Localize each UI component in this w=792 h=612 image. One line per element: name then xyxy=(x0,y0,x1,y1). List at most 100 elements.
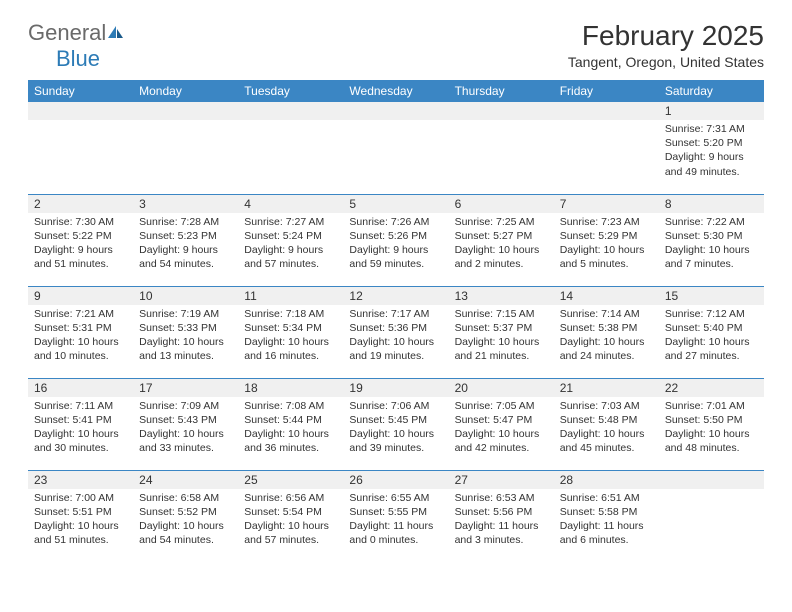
sunset-text: Sunset: 5:38 PM xyxy=(560,321,653,335)
day-cell: 7Sunrise: 7:23 AMSunset: 5:29 PMDaylight… xyxy=(554,194,659,286)
daylight-text: Daylight: 9 hours and 57 minutes. xyxy=(244,243,337,271)
day-number: 10 xyxy=(133,287,238,305)
day-number xyxy=(554,102,659,120)
day-cell: 12Sunrise: 7:17 AMSunset: 5:36 PMDayligh… xyxy=(343,286,448,378)
daylight-text: Daylight: 10 hours and 10 minutes. xyxy=(34,335,127,363)
day-details: Sunrise: 6:56 AMSunset: 5:54 PMDaylight:… xyxy=(238,489,343,550)
sunrise-text: Sunrise: 7:18 AM xyxy=(244,307,337,321)
calendar-row: 16Sunrise: 7:11 AMSunset: 5:41 PMDayligh… xyxy=(28,378,764,470)
day-header-thu: Thursday xyxy=(449,80,554,102)
sunrise-text: Sunrise: 7:26 AM xyxy=(349,215,442,229)
day-details: Sunrise: 7:00 AMSunset: 5:51 PMDaylight:… xyxy=(28,489,133,550)
day-number: 8 xyxy=(659,195,764,213)
day-cell: 20Sunrise: 7:05 AMSunset: 5:47 PMDayligh… xyxy=(449,378,554,470)
day-number xyxy=(28,102,133,120)
day-cell: 17Sunrise: 7:09 AMSunset: 5:43 PMDayligh… xyxy=(133,378,238,470)
day-details: Sunrise: 7:11 AMSunset: 5:41 PMDaylight:… xyxy=(28,397,133,458)
day-cell xyxy=(659,470,764,562)
logo-text-general: General xyxy=(28,20,106,45)
calendar-body: 1Sunrise: 7:31 AMSunset: 5:20 PMDaylight… xyxy=(28,102,764,562)
sunset-text: Sunset: 5:36 PM xyxy=(349,321,442,335)
day-details: Sunrise: 6:51 AMSunset: 5:58 PMDaylight:… xyxy=(554,489,659,550)
day-details: Sunrise: 7:09 AMSunset: 5:43 PMDaylight:… xyxy=(133,397,238,458)
day-number: 7 xyxy=(554,195,659,213)
day-number: 22 xyxy=(659,379,764,397)
sunset-text: Sunset: 5:29 PM xyxy=(560,229,653,243)
day-details: Sunrise: 7:25 AMSunset: 5:27 PMDaylight:… xyxy=(449,213,554,274)
sunrise-text: Sunrise: 7:31 AM xyxy=(665,122,758,136)
day-number: 16 xyxy=(28,379,133,397)
day-details: Sunrise: 7:03 AMSunset: 5:48 PMDaylight:… xyxy=(554,397,659,458)
day-details: Sunrise: 7:21 AMSunset: 5:31 PMDaylight:… xyxy=(28,305,133,366)
daylight-text: Daylight: 10 hours and 5 minutes. xyxy=(560,243,653,271)
sunrise-text: Sunrise: 7:19 AM xyxy=(139,307,232,321)
day-number: 24 xyxy=(133,471,238,489)
daylight-text: Daylight: 10 hours and 27 minutes. xyxy=(665,335,758,363)
day-cell: 19Sunrise: 7:06 AMSunset: 5:45 PMDayligh… xyxy=(343,378,448,470)
sunrise-text: Sunrise: 7:17 AM xyxy=(349,307,442,321)
day-cell: 24Sunrise: 6:58 AMSunset: 5:52 PMDayligh… xyxy=(133,470,238,562)
month-title: February 2025 xyxy=(568,20,764,52)
day-details: Sunrise: 7:27 AMSunset: 5:24 PMDaylight:… xyxy=(238,213,343,274)
day-number: 14 xyxy=(554,287,659,305)
day-number xyxy=(238,102,343,120)
sunrise-text: Sunrise: 7:05 AM xyxy=(455,399,548,413)
sunset-text: Sunset: 5:20 PM xyxy=(665,136,758,150)
day-details: Sunrise: 7:17 AMSunset: 5:36 PMDaylight:… xyxy=(343,305,448,366)
sunset-text: Sunset: 5:31 PM xyxy=(34,321,127,335)
day-details: Sunrise: 7:05 AMSunset: 5:47 PMDaylight:… xyxy=(449,397,554,458)
day-number: 5 xyxy=(343,195,448,213)
day-cell: 21Sunrise: 7:03 AMSunset: 5:48 PMDayligh… xyxy=(554,378,659,470)
day-number: 19 xyxy=(343,379,448,397)
sunset-text: Sunset: 5:26 PM xyxy=(349,229,442,243)
day-details: Sunrise: 7:28 AMSunset: 5:23 PMDaylight:… xyxy=(133,213,238,274)
day-details: Sunrise: 6:55 AMSunset: 5:55 PMDaylight:… xyxy=(343,489,448,550)
day-cell: 15Sunrise: 7:12 AMSunset: 5:40 PMDayligh… xyxy=(659,286,764,378)
day-cell: 5Sunrise: 7:26 AMSunset: 5:26 PMDaylight… xyxy=(343,194,448,286)
day-header-sun: Sunday xyxy=(28,80,133,102)
logo-sail-icon xyxy=(106,24,126,45)
day-number: 28 xyxy=(554,471,659,489)
sunrise-text: Sunrise: 6:55 AM xyxy=(349,491,442,505)
day-number: 1 xyxy=(659,102,764,120)
day-cell: 23Sunrise: 7:00 AMSunset: 5:51 PMDayligh… xyxy=(28,470,133,562)
sunrise-text: Sunrise: 7:11 AM xyxy=(34,399,127,413)
sunrise-text: Sunrise: 7:27 AM xyxy=(244,215,337,229)
logo-text-block: General Blue xyxy=(28,20,126,72)
day-cell: 22Sunrise: 7:01 AMSunset: 5:50 PMDayligh… xyxy=(659,378,764,470)
day-number: 11 xyxy=(238,287,343,305)
day-number xyxy=(449,102,554,120)
daylight-text: Daylight: 9 hours and 49 minutes. xyxy=(665,150,758,178)
day-cell: 9Sunrise: 7:21 AMSunset: 5:31 PMDaylight… xyxy=(28,286,133,378)
sunrise-text: Sunrise: 6:51 AM xyxy=(560,491,653,505)
sunrise-text: Sunrise: 7:03 AM xyxy=(560,399,653,413)
daylight-text: Daylight: 10 hours and 2 minutes. xyxy=(455,243,548,271)
sunset-text: Sunset: 5:48 PM xyxy=(560,413,653,427)
sunset-text: Sunset: 5:54 PM xyxy=(244,505,337,519)
daylight-text: Daylight: 10 hours and 57 minutes. xyxy=(244,519,337,547)
day-number xyxy=(659,471,764,489)
logo-text-blue: Blue xyxy=(56,46,100,71)
day-details: Sunrise: 7:06 AMSunset: 5:45 PMDaylight:… xyxy=(343,397,448,458)
daylight-text: Daylight: 10 hours and 42 minutes. xyxy=(455,427,548,455)
day-cell xyxy=(554,102,659,194)
day-cell: 28Sunrise: 6:51 AMSunset: 5:58 PMDayligh… xyxy=(554,470,659,562)
sunset-text: Sunset: 5:47 PM xyxy=(455,413,548,427)
day-number: 9 xyxy=(28,287,133,305)
sunrise-text: Sunrise: 7:30 AM xyxy=(34,215,127,229)
daylight-text: Daylight: 10 hours and 33 minutes. xyxy=(139,427,232,455)
daylight-text: Daylight: 9 hours and 54 minutes. xyxy=(139,243,232,271)
day-header-tue: Tuesday xyxy=(238,80,343,102)
daylight-text: Daylight: 10 hours and 51 minutes. xyxy=(34,519,127,547)
day-number: 15 xyxy=(659,287,764,305)
calendar-row: 1 Sunrise: 7:31 AMSunset: 5:20 PMDaylight… xyxy=(28,102,764,194)
daylight-text: Daylight: 10 hours and 30 minutes. xyxy=(34,427,127,455)
day-cell: 6Sunrise: 7:25 AMSunset: 5:27 PMDaylight… xyxy=(449,194,554,286)
daylight-text: Daylight: 10 hours and 19 minutes. xyxy=(349,335,442,363)
sunset-text: Sunset: 5:40 PM xyxy=(665,321,758,335)
day-cell: 27Sunrise: 6:53 AMSunset: 5:56 PMDayligh… xyxy=(449,470,554,562)
day-cell: 16Sunrise: 7:11 AMSunset: 5:41 PMDayligh… xyxy=(28,378,133,470)
sunrise-text: Sunrise: 7:09 AM xyxy=(139,399,232,413)
sunset-text: Sunset: 5:24 PM xyxy=(244,229,337,243)
day-cell xyxy=(28,102,133,194)
